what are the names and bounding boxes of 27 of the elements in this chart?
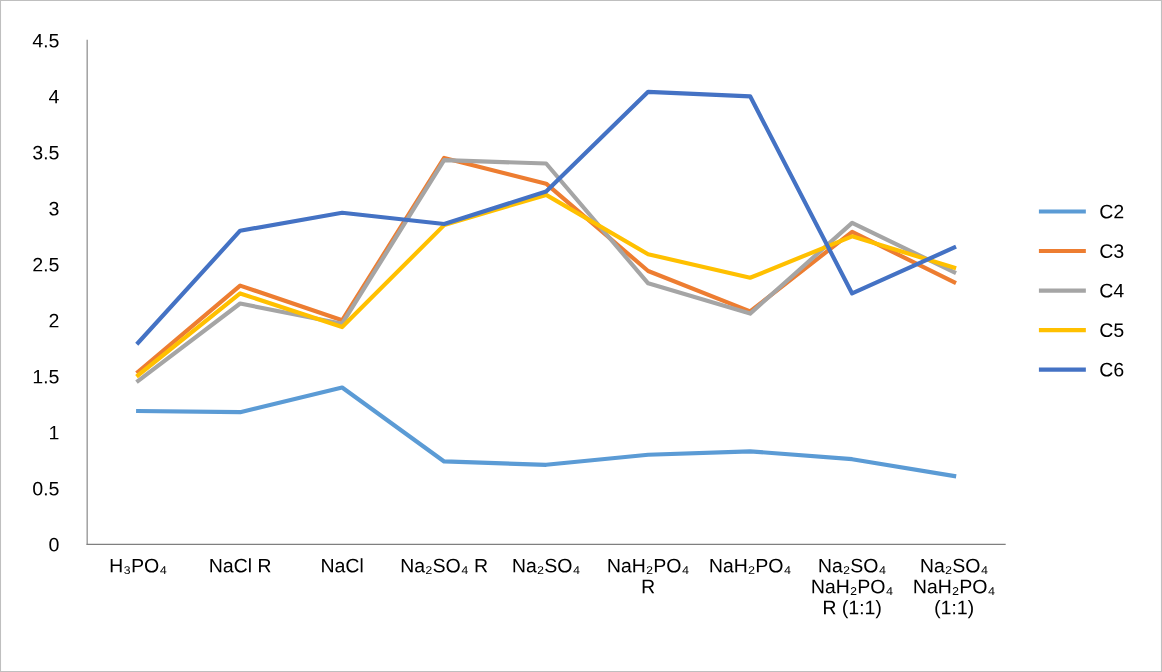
y-tick-label: 0.5: [33, 481, 59, 496]
y-tick-label: 2: [49, 313, 59, 328]
legend-label: C5: [1100, 323, 1124, 338]
y-tick-label: 0: [49, 537, 59, 552]
x-tick-label: H₃PO₄: [110, 558, 167, 575]
y-tick-label: 4: [49, 89, 59, 104]
y-tick-label: 3: [49, 201, 59, 216]
legend-label: C4: [1100, 283, 1124, 298]
line-series: [136, 385, 957, 479]
x-tick-label: Na₂SO₄: [513, 558, 580, 574]
y-tick-label: 1.5: [33, 369, 59, 384]
y-tick-label: 2.5: [33, 257, 59, 272]
y-tick-label: 3.5: [33, 145, 59, 160]
y-tick-label: 1: [50, 425, 59, 440]
legend-label: C6: [1100, 362, 1124, 377]
legend-label: C2: [1100, 204, 1124, 219]
x-tick-label: Na₂SO₄ NaH₂PO₄ (1:1): [914, 558, 995, 619]
x-tick-label: NaH₂PO₄: [710, 558, 791, 574]
x-tick-label: Na₂SO₄ NaH₂PO₄ R (1:1): [812, 558, 893, 619]
line-series: [136, 192, 957, 378]
legend-label: C3: [1100, 244, 1124, 259]
x-tick-label: Na₂SO₄ R: [401, 558, 488, 574]
x-tick-label: NaCl: [322, 558, 363, 573]
y-tick-label: 4.5: [32, 33, 59, 48]
x-tick-label: NaH₂PO₄ R: [608, 558, 689, 594]
line-series: [136, 89, 957, 345]
x-tick-label: NaCl R: [210, 558, 271, 573]
